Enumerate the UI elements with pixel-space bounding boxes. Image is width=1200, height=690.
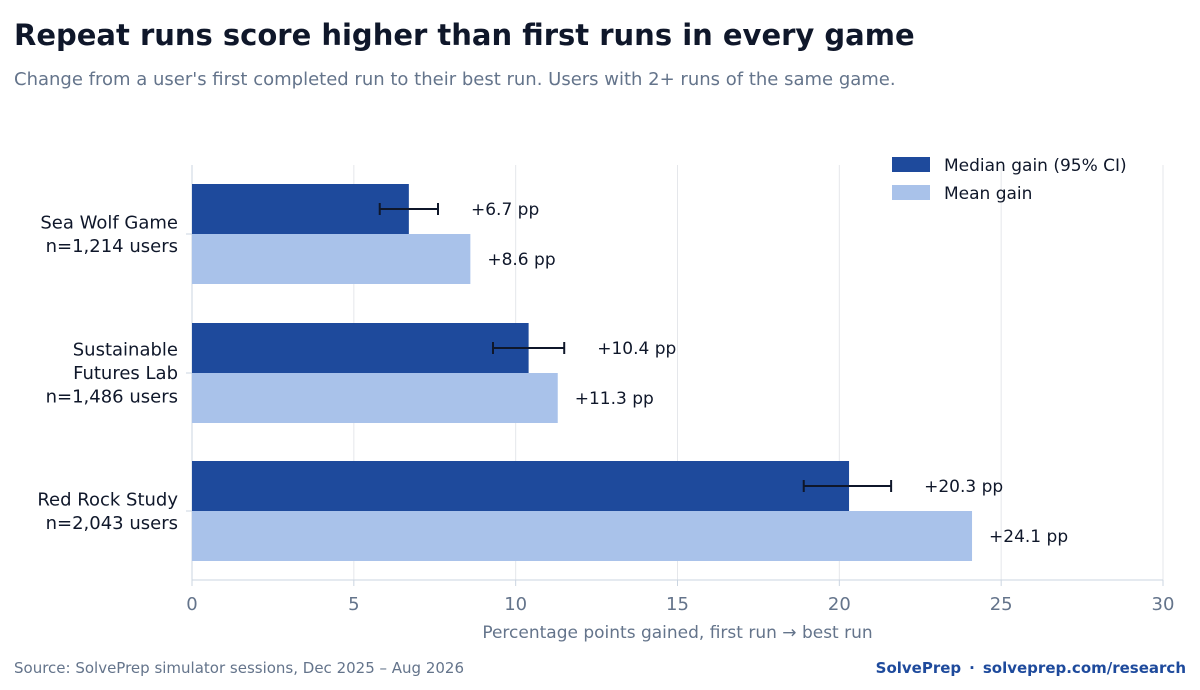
mean-value-label: +24.1 pp bbox=[989, 527, 1068, 547]
brand-link[interactable]: solveprep.com/research bbox=[982, 659, 1186, 677]
mean-bar[interactable] bbox=[192, 373, 558, 423]
brand-name: SolvePrep bbox=[875, 659, 962, 677]
chart-title: Repeat runs score higher than first runs… bbox=[14, 18, 915, 52]
x-axis-label: Percentage points gained, first run → be… bbox=[482, 623, 872, 643]
median-value-label: +6.7 pp bbox=[471, 200, 539, 220]
mean-value-label: +11.3 pp bbox=[575, 389, 654, 409]
legend-swatch-median bbox=[892, 157, 930, 172]
median-bar[interactable] bbox=[192, 323, 529, 373]
category-label: Futures Lab bbox=[73, 363, 178, 384]
mean-bar[interactable] bbox=[192, 234, 471, 284]
x-tick-label: 5 bbox=[348, 594, 359, 615]
category-label: Sustainable bbox=[73, 340, 178, 361]
category-label: Red Rock Study bbox=[37, 489, 178, 510]
x-tick-label: 10 bbox=[504, 594, 527, 615]
median-bar[interactable] bbox=[192, 461, 850, 511]
brand-separator: · bbox=[969, 659, 975, 677]
x-tick-label: 20 bbox=[828, 594, 851, 615]
legend-label-mean: Mean gain bbox=[944, 184, 1032, 204]
legend-label-median: Median gain (95% CI) bbox=[944, 156, 1127, 176]
legend-swatch-mean bbox=[892, 185, 930, 200]
chart-subtitle: Change from a user's first completed run… bbox=[14, 69, 896, 90]
category-count-label: n=1,214 users bbox=[46, 236, 178, 257]
median-value-label: +20.3 pp bbox=[924, 477, 1003, 497]
x-tick-label: 30 bbox=[1152, 594, 1175, 615]
category-count-label: n=1,486 users bbox=[46, 387, 178, 408]
x-tick-label: 0 bbox=[186, 594, 197, 615]
category-count-label: n=2,043 users bbox=[46, 513, 178, 534]
median-value-label: +10.4 pp bbox=[597, 339, 676, 359]
category-label: Sea Wolf Game bbox=[40, 212, 178, 233]
median-bar[interactable] bbox=[192, 184, 409, 234]
x-tick-label: 25 bbox=[990, 594, 1013, 615]
x-tick-label: 15 bbox=[666, 594, 689, 615]
mean-value-label: +8.6 pp bbox=[487, 250, 555, 270]
source-note: Source: SolvePrep simulator sessions, De… bbox=[14, 659, 465, 677]
brand-footer: SolvePrep · solveprep.com/research bbox=[876, 659, 1186, 677]
mean-bar[interactable] bbox=[192, 511, 973, 561]
